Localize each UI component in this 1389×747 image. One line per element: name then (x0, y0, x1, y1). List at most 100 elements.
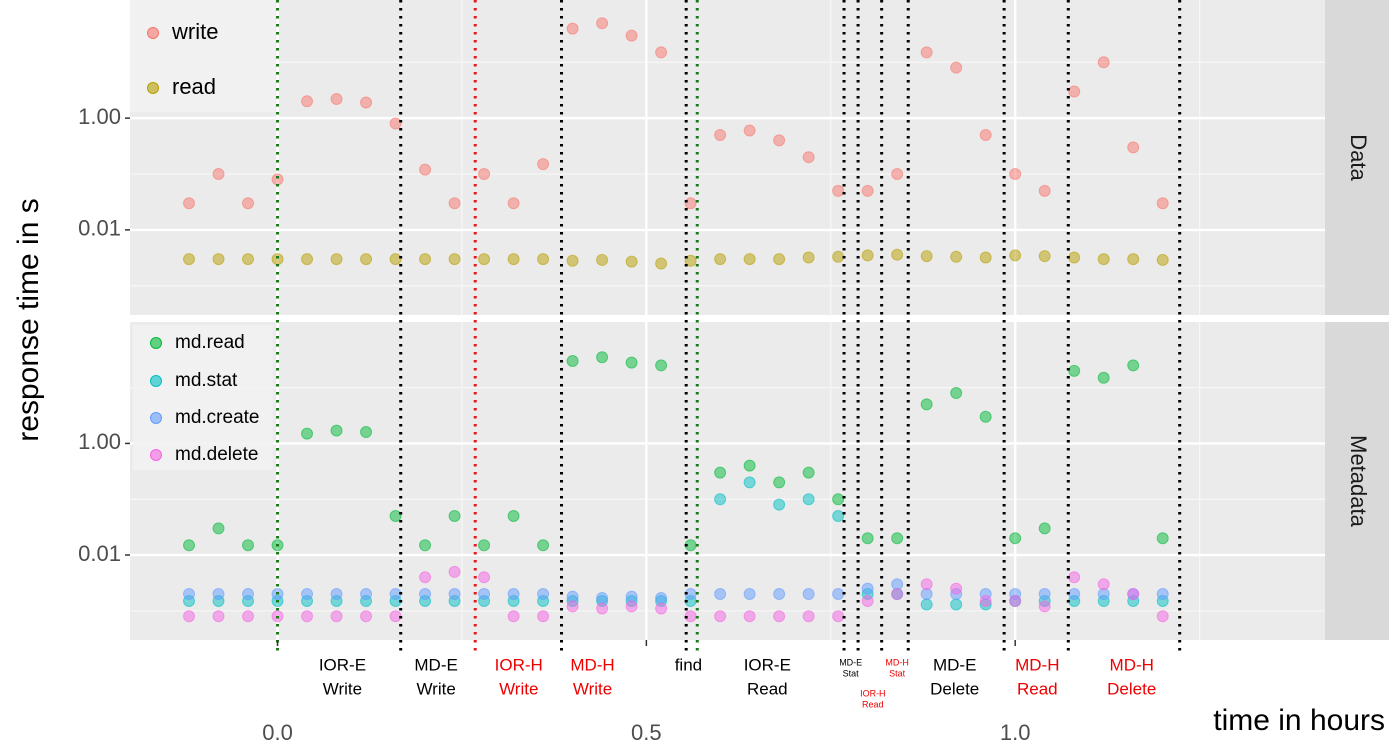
point (684, 254, 697, 267)
point (1068, 571, 1081, 584)
point (743, 459, 756, 472)
point (950, 387, 963, 400)
panel-background (130, 0, 1325, 315)
point (1156, 253, 1169, 266)
phase-label: Stat (889, 668, 906, 678)
point (537, 158, 550, 171)
point (419, 253, 432, 266)
phase-label: Read (747, 679, 788, 698)
point (832, 250, 845, 263)
point (802, 588, 815, 601)
point (714, 253, 727, 266)
point (507, 588, 520, 601)
point (1038, 600, 1051, 613)
point (360, 610, 373, 623)
point (478, 588, 491, 601)
phase-label: IOR-E (744, 655, 791, 674)
point (1068, 85, 1081, 98)
point (950, 582, 963, 595)
point (301, 427, 314, 440)
point (212, 610, 225, 623)
point (183, 253, 196, 266)
point (773, 610, 786, 623)
point (979, 594, 992, 607)
phase-label: MD-H (1110, 655, 1154, 674)
point (183, 197, 196, 210)
legend-label: read (172, 74, 216, 99)
point (1068, 364, 1081, 377)
point (832, 588, 845, 601)
phase-label: MD-H (885, 657, 909, 667)
point (537, 253, 550, 266)
point (773, 476, 786, 489)
point (1127, 359, 1140, 372)
point (1009, 532, 1022, 545)
point (1068, 588, 1081, 601)
point (596, 591, 609, 604)
point (920, 598, 933, 611)
point (950, 598, 963, 611)
point (566, 600, 579, 613)
point (507, 197, 520, 210)
point (271, 253, 284, 266)
phase-label: MD-H (570, 655, 614, 674)
legend-key (147, 82, 159, 94)
point (861, 184, 874, 197)
legend-key (147, 27, 159, 39)
y-tick-label: 1.00 (78, 104, 121, 129)
point (419, 163, 432, 176)
point (212, 522, 225, 535)
point (802, 610, 815, 623)
point (773, 498, 786, 511)
point (596, 602, 609, 615)
point (1127, 141, 1140, 154)
point (478, 168, 491, 181)
point (1097, 253, 1110, 266)
y-tick-label: 0.01 (78, 216, 121, 241)
x-tick-label: 1.0 (1000, 720, 1031, 745)
facet-label: Data (1346, 134, 1371, 181)
point (566, 22, 579, 35)
point (478, 539, 491, 552)
point (655, 46, 668, 59)
point (655, 359, 668, 372)
point (625, 600, 638, 613)
point (832, 493, 845, 506)
point (714, 128, 727, 141)
legend-label: write (171, 19, 218, 44)
point (330, 424, 343, 437)
point (507, 610, 520, 623)
phase-label: Read (1017, 679, 1058, 698)
legend-label: md.create (175, 407, 259, 428)
series-points (183, 248, 1169, 270)
point (743, 253, 756, 266)
point (596, 351, 609, 364)
point (861, 249, 874, 262)
point (1009, 249, 1022, 262)
point (979, 128, 992, 141)
point (655, 602, 668, 615)
point (832, 184, 845, 197)
point (714, 493, 727, 506)
point (242, 539, 255, 552)
point (183, 588, 196, 601)
point (743, 610, 756, 623)
point (596, 253, 609, 266)
point (183, 610, 196, 623)
phase-label: Delete (930, 679, 979, 698)
point (242, 588, 255, 601)
point (1156, 532, 1169, 545)
phase-label: Delete (1107, 679, 1156, 698)
point (389, 510, 402, 523)
point (1097, 371, 1110, 384)
point (802, 151, 815, 164)
point (655, 257, 668, 270)
legend-label: md.read (175, 332, 245, 353)
point (1038, 250, 1051, 263)
phase-label: MD-E (839, 657, 862, 667)
phase-label: Stat (843, 668, 860, 678)
point (537, 588, 550, 601)
point (1009, 168, 1022, 181)
point (537, 539, 550, 552)
